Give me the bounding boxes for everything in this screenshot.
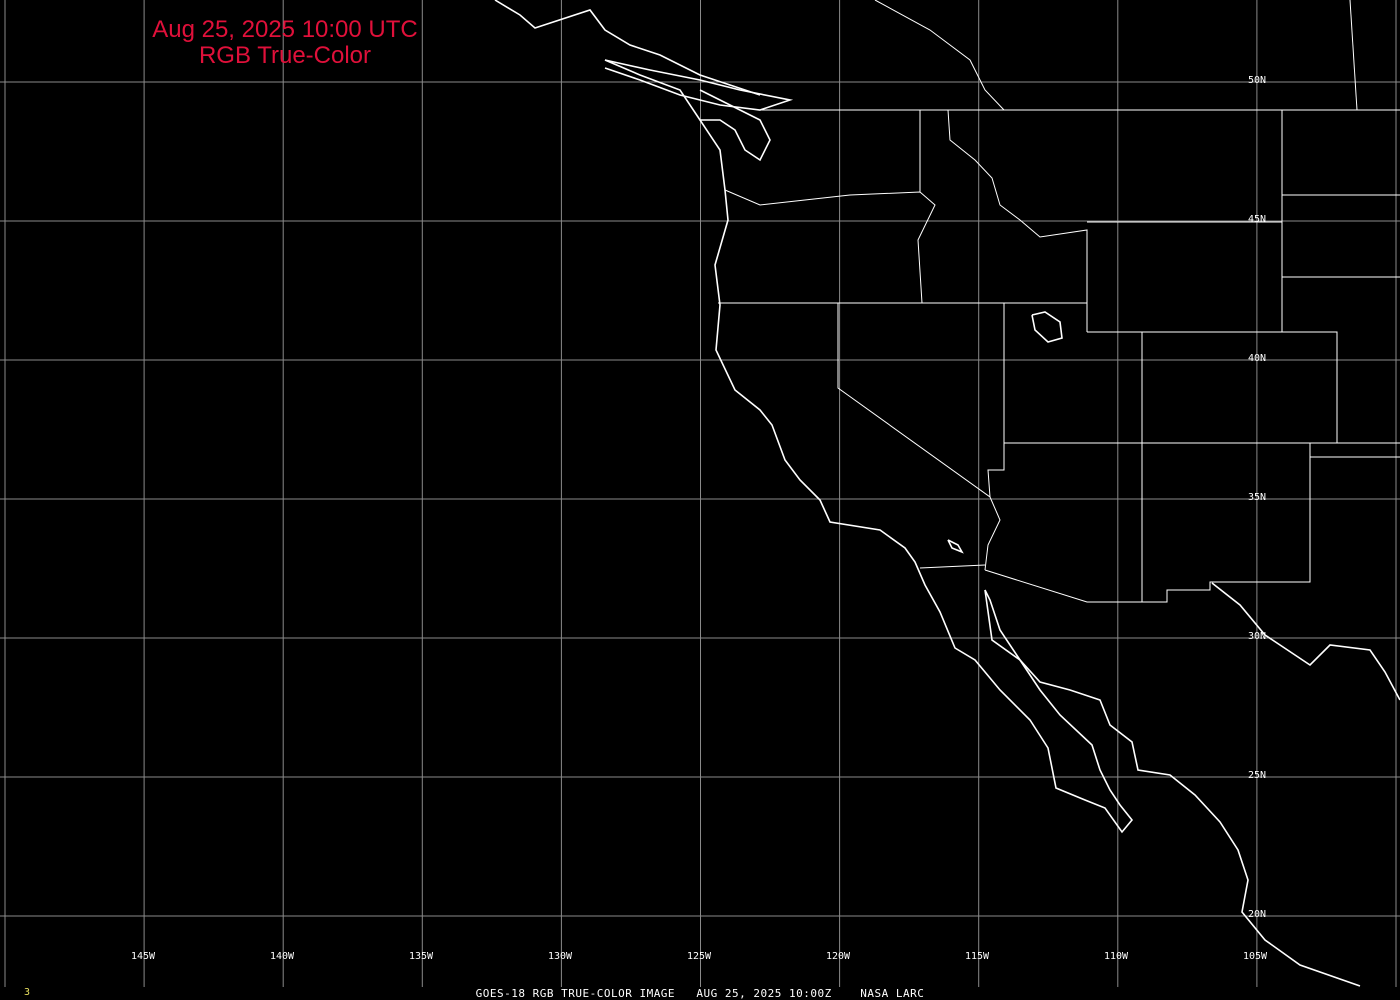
coastlines [494,0,1400,987]
lon-label: 110W [1104,951,1129,962]
lat-label: 25N [1248,770,1267,781]
lon-label: 140W [270,951,295,962]
us-pacific-coast [604,59,1134,834]
frame-number: 3 [24,987,31,998]
lon-label: 120W [826,951,851,962]
salton-sea [947,539,964,554]
vancouver-island [604,59,794,111]
lon-label: 115W [965,951,990,962]
lon-label: 125W [687,951,712,962]
bc-coast [494,0,761,96]
lat-label: 35N [1248,492,1267,503]
lat-label: 50N [1248,75,1267,86]
baja-east-coast [984,589,1361,987]
lat-label: 45N [1248,214,1267,225]
lon-label: 145W [131,951,156,962]
lat-label: 40N [1248,353,1267,364]
image-product-title: RGB True-Color [198,42,372,69]
lat-label: 30N [1248,631,1267,642]
lon-label: 130W [548,951,573,962]
image-caption: GOES-18 RGB TRUE-COLOR IMAGE AUG 25, 202… [475,987,925,1000]
lat-label: 20N [1248,909,1267,920]
puget-sound [699,89,771,162]
great-salt-lake [1031,311,1063,343]
lon-label: 105W [1243,951,1268,962]
lon-label: 135W [409,951,434,962]
state-borders [718,0,1400,603]
mexico-sonora-coast [1211,582,1400,701]
image-date-title: Aug 25, 2025 10:00 UTC [152,16,418,43]
